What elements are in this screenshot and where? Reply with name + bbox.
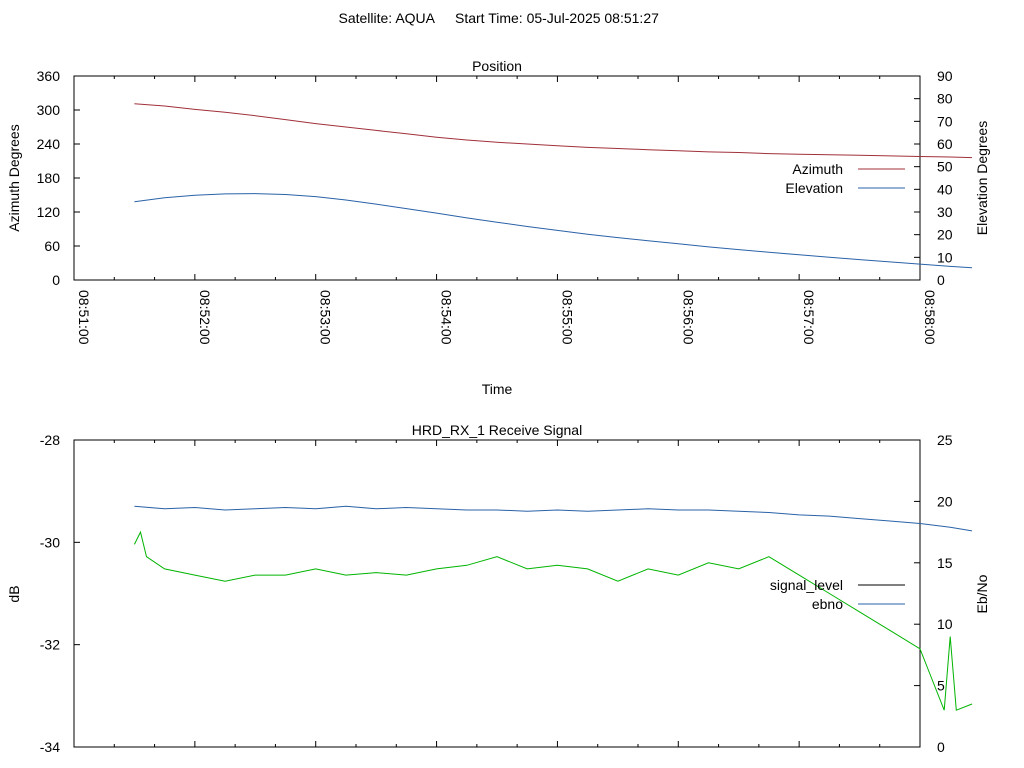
y2-tick-label: 0 — [937, 272, 945, 288]
y2-tick-label: 0 — [937, 739, 945, 755]
receive-signal-chart: HRD_RX_1 Receive Signal -34 -32 -30 -28 0 5 1… — [6, 422, 990, 755]
position-x-axis-label: Time — [482, 381, 513, 397]
y-tick-label: -30 — [40, 534, 60, 550]
position-y2-axis-label: Elevation Degrees — [974, 121, 990, 235]
x-tick-label: 08:52:00 — [197, 290, 213, 345]
y2-tick-label: 10 — [937, 616, 953, 632]
position-series — [134, 103, 973, 269]
x-tick-label: 08:57:00 — [801, 290, 817, 345]
receive-plot-frame — [73, 439, 921, 748]
y2-tick-label: 20 — [937, 227, 953, 243]
x-tick-label: 08:55:00 — [559, 290, 575, 345]
legend-signal-level-label: signal_level — [770, 577, 843, 593]
y-tick-label: 180 — [37, 170, 61, 186]
y-tick-label: 300 — [37, 102, 61, 118]
y-tick-label: 120 — [37, 204, 61, 220]
y-tick-label: -28 — [40, 432, 60, 448]
receive-series — [133, 505, 973, 711]
y2-tick-label: 50 — [937, 159, 953, 175]
legend-azimuth-label: Azimuth — [792, 161, 843, 177]
x-tick-label: 08:53:00 — [318, 290, 334, 345]
receive-x-ticks — [73, 440, 921, 747]
position-chart: Position 08:51:00 08:52:00 08:53:00 08:54:0… — [6, 58, 990, 397]
x-tick-label: 08:54:00 — [439, 290, 455, 345]
position-x-ticks: 08:51:00 08:52:00 08:53:00 08:54:00 08:55:00… — [73, 76, 938, 345]
position-chart-title: Position — [472, 58, 522, 74]
receive-y2-axis-label: Eb/No — [974, 574, 990, 613]
start-time-label: Start Time: 05-Jul-2025 08:51:27 — [455, 10, 659, 26]
y2-tick-label: 15 — [937, 555, 953, 571]
y-tick-label: 360 — [37, 68, 61, 84]
y-tick-label: 0 — [52, 272, 60, 288]
elevation-line — [134, 193, 973, 269]
legend-ebno-label: ebno — [812, 596, 843, 612]
y2-tick-label: 90 — [937, 68, 953, 84]
x-tick-label: 08:58:00 — [922, 290, 938, 345]
y-tick-label: 60 — [44, 238, 60, 254]
x-tick-label: 08:56:00 — [680, 290, 696, 345]
y2-tick-label: 10 — [937, 249, 953, 265]
receive-y2-ticks: 0 5 10 15 20 25 — [914, 432, 953, 755]
legend-elevation-label: Elevation — [785, 180, 843, 196]
position-y-ticks: 0 60 120 180 240 300 360 — [37, 68, 80, 288]
series-2-line — [133, 530, 973, 711]
satellite-label: Satellite: AQUA — [339, 10, 436, 26]
y-tick-label: 240 — [37, 136, 61, 152]
x-tick-label: 08:51:00 — [76, 290, 92, 345]
y2-tick-label: 60 — [937, 136, 953, 152]
y2-tick-label: 70 — [937, 113, 953, 129]
receive-y-axis-label: dB — [6, 585, 22, 602]
y2-tick-label: 30 — [937, 204, 953, 220]
y2-tick-label: 20 — [937, 493, 953, 509]
y2-tick-label: 25 — [937, 432, 953, 448]
y2-tick-label: 80 — [937, 91, 953, 107]
y2-tick-label: 5 — [937, 678, 945, 694]
y2-tick-label: 40 — [937, 181, 953, 197]
position-y2-ticks: 0 10 20 30 40 50 60 70 80 90 — [914, 68, 953, 288]
position-legend: Azimuth Elevation — [785, 161, 905, 196]
azimuth-line — [134, 103, 973, 159]
receive-signal-chart-title: HRD_RX_1 Receive Signal — [412, 422, 582, 438]
position-plot-frame — [73, 75, 921, 281]
ebno-line — [134, 505, 973, 532]
position-y-axis-label: Azimuth Degrees — [6, 124, 22, 231]
y-tick-label: -34 — [40, 739, 60, 755]
y-tick-label: -32 — [40, 637, 60, 653]
receive-y-ticks: -34 -32 -30 -28 — [40, 432, 80, 755]
receive-legend: signal_level ebno — [770, 577, 905, 612]
